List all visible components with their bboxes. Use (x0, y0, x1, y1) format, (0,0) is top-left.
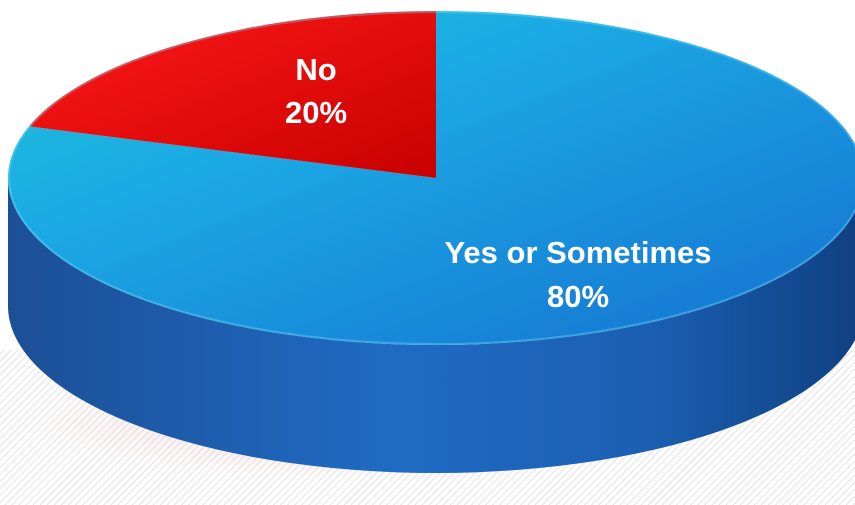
slice-label-no: No (295, 52, 336, 87)
slice-value-yes-or-sometimes: 80% (547, 279, 609, 314)
slice-no (28, 11, 436, 178)
slice-yes-or-sometimes (8, 11, 855, 345)
pie-side-wall (8, 178, 855, 473)
slice-value-no: 20% (285, 95, 347, 130)
pie-rim-highlight (8, 11, 855, 345)
slice-label-yes-or-sometimes: Yes or Sometimes (444, 235, 711, 270)
